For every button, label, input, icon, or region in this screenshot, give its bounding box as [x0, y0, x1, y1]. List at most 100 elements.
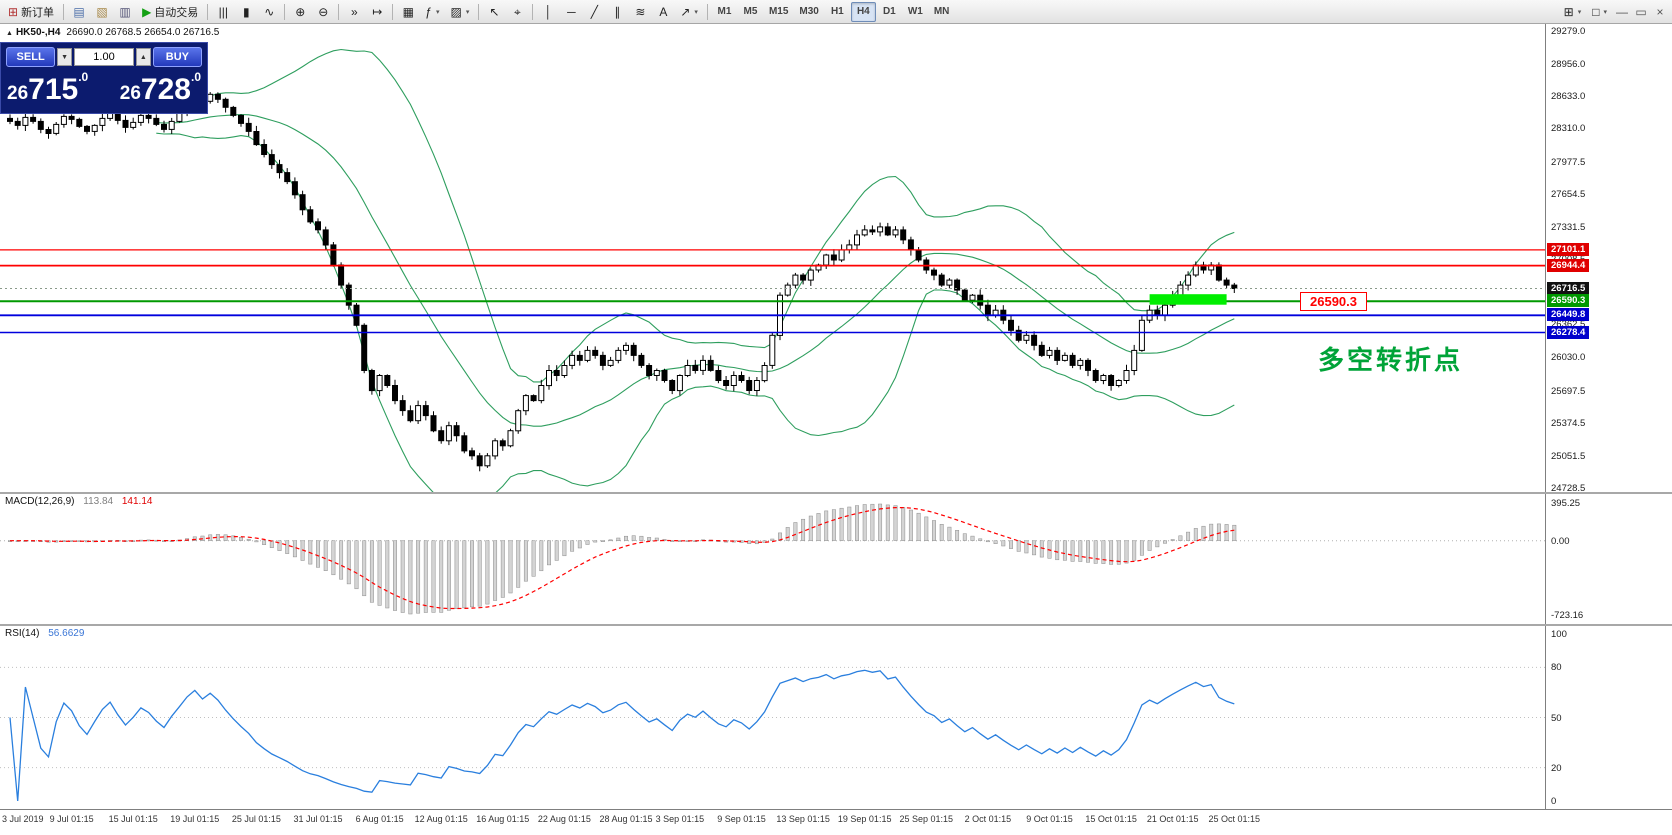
rsi-axis-tick: 100 [1551, 629, 1567, 640]
macd-price-axis[interactable]: 395.25 0.00 -723.16 [1545, 494, 1672, 624]
one-click-trading-panel: SELL ▼ ▲ BUY 26715.0 26728.0 [0, 42, 208, 114]
price-level-box: 26716.5 [1547, 281, 1590, 295]
timeframe-mn-button[interactable]: MN [929, 2, 955, 22]
time-axis-label: 21 Oct 01:15 [1146, 814, 1199, 824]
time-axis-label: 19 Jul 01:15 [170, 814, 220, 824]
tile-windows-button[interactable]: ▦ [397, 2, 419, 22]
time-axis-label: 2 Oct 01:15 [964, 814, 1012, 824]
chart-shift-icon: ↦ [372, 4, 383, 19]
templates-button[interactable]: ▨ ▾ [446, 2, 475, 22]
macd-axis-min: -723.16 [1551, 610, 1584, 621]
trendline-icon: ╱ [590, 4, 598, 19]
vertical-line-button[interactable]: │ [537, 2, 559, 22]
time-axis-label: 19 Sep 01:15 [837, 814, 892, 824]
macd-canvas[interactable] [0, 494, 1545, 624]
rsi-axis-tick: 80 [1551, 662, 1562, 674]
price-tick: 25374.5 [1551, 418, 1586, 430]
buy-button[interactable]: BUY [152, 47, 202, 67]
zoom-out-button[interactable]: ⊖ [312, 2, 334, 22]
terminal-icon: ▥ [119, 4, 131, 19]
ohlc-values: 26690.0 26768.5 26654.0 26716.5 [66, 27, 220, 38]
turning-point-note[interactable]: 多空转折点 [1318, 345, 1464, 376]
timeframe-m1-button[interactable]: M1 [712, 2, 737, 22]
time-axis-label: 3 Sep 01:15 [655, 814, 705, 824]
market-watch-button[interactable]: ▤ [68, 2, 90, 22]
indicators-icon: ƒ [425, 4, 432, 19]
bar-chart-button[interactable]: ||| [212, 2, 234, 22]
trendline-button[interactable]: ╱ [583, 2, 605, 22]
toolbar-separator [706, 3, 708, 20]
window-restore-button[interactable]: ▭ [1632, 2, 1650, 22]
timeframe-h1-button[interactable]: H1 [825, 2, 850, 22]
macd-signal-value: 141.14 [121, 496, 153, 507]
price-tick: 25051.5 [1551, 450, 1586, 462]
vertical-line-icon: │ [544, 4, 553, 19]
toolbar: ⊞ 新订单 ▤ ▧ ▥ ▶ 自动交易 ||| ▮ ∿ ⊕ ⊖» ↦ ▦ ƒ ▾ ▨ ▾ ↖ ⌖ │ ─ ╱ ∥ ≋ A ↗ ▾ M1 M5… [0, 0, 1672, 24]
toolbar-button-label: 新订单 [21, 6, 55, 19]
panel-splitter-rsi[interactable] [0, 624, 1672, 626]
panel-splitter-macd[interactable] [0, 492, 1672, 494]
support-price-label[interactable]: 26590.3 [1300, 292, 1367, 312]
chart-list-button[interactable]: □ ▾ [1587, 2, 1612, 22]
window-minimize-button[interactable]: — [1613, 2, 1631, 22]
time-axis[interactable]: 3 Jul 2019 9 Jul 01:15 15 Jul 01:15 19 Jul … [0, 809, 1672, 835]
dropdown-caret-icon: ▾ [465, 8, 470, 16]
timeframe-m30-button[interactable]: M30 [794, 2, 823, 22]
bar-chart-icon: ||| [218, 4, 228, 19]
rsi-value: 56.6629 [48, 628, 85, 639]
time-axis-label: 25 Sep 01:15 [899, 814, 954, 824]
timeframe-w1-button[interactable]: W1 [903, 2, 928, 22]
chart-header: ▲ HK50-,H4 26690.0 26768.5 26654.0 26716.5 [6, 27, 219, 38]
window-close-button[interactable]: × [1651, 2, 1669, 22]
fibonacci-icon: ≋ [635, 4, 646, 19]
volume-input[interactable] [74, 48, 134, 66]
navigator-icon: ▧ [96, 4, 108, 19]
zoom-in-button[interactable]: ⊕ [289, 2, 311, 22]
auto-scroll-button[interactable]: » [343, 2, 365, 22]
terminal-button[interactable]: ▥ [114, 2, 136, 22]
cursor-button[interactable]: ↖ [483, 2, 505, 22]
timeframe-d1-button[interactable]: D1 [877, 2, 902, 22]
main-chart-canvas[interactable] [0, 24, 1545, 492]
rsi-price-axis[interactable]: 100 80 50 20 0 [1545, 626, 1672, 809]
line-chart-button[interactable]: ∿ [258, 2, 280, 22]
chart-shift-button[interactable]: ↦ [366, 2, 388, 22]
crosshair-icon: ⌖ [513, 4, 521, 19]
price-level-box: 27101.1 [1547, 242, 1590, 256]
fibonacci-button[interactable]: ≋ [629, 2, 651, 22]
indicators-button[interactable]: ƒ ▾ [420, 2, 444, 22]
timeframe-h4-button[interactable]: H4 [850, 1, 876, 22]
window-close-icon: × [1656, 4, 1664, 19]
arrow-objects-button[interactable]: ↗ ▾ [675, 2, 703, 22]
chart-workspace: ▲ HK50-,H4 26690.0 26768.5 26654.0 26716.5… [0, 24, 1672, 835]
text-icon: A [659, 4, 668, 19]
volume-decrease-button[interactable]: ▼ [57, 48, 72, 66]
macd-panel: MACD(12,26,9) 113.84 141.14 395.25 0.00 -7… [0, 494, 1672, 624]
auto-scroll-icon: » [350, 4, 358, 19]
price-level-box: 26590.3 [1547, 294, 1590, 308]
navigator-button[interactable]: ▧ [91, 2, 113, 22]
price-level-box: 26449.8 [1547, 308, 1590, 322]
main-price-axis[interactable]: 29279.0 28956.0 28633.0 28310.0 27977.5 27654… [1545, 24, 1672, 492]
crosshair-button[interactable]: ⌖ [506, 2, 528, 22]
price-tick: 26362.5 [1551, 319, 1586, 330]
rsi-canvas[interactable] [0, 626, 1545, 809]
channel-button[interactable]: ∥ [606, 2, 628, 22]
time-axis-label: 13 Sep 01:15 [776, 814, 830, 824]
text-button[interactable]: A [652, 2, 674, 22]
dropdown-caret-icon: ▾ [435, 8, 440, 16]
timeframe-m15-button[interactable]: M15 [764, 2, 793, 22]
time-axis-label: 9 Jul 01:15 [49, 814, 94, 824]
rsi-axis-tick: 0 [1551, 796, 1557, 807]
timeframe-m5-button[interactable]: M5 [738, 2, 763, 22]
horizontal-line-button[interactable]: ─ [560, 2, 582, 22]
autotrading-button[interactable]: ▶ 自动交易 [137, 2, 203, 22]
time-axis-label: 6 Aug 01:15 [355, 814, 404, 824]
new-chart-button[interactable]: ⊞ ▾ [1559, 2, 1587, 22]
sell-button[interactable]: SELL [6, 47, 56, 67]
time-axis-label: 22 Aug 01:15 [537, 814, 591, 824]
volume-increase-button[interactable]: ▲ [136, 48, 151, 66]
time-axis-label: 16 Aug 01:15 [476, 814, 530, 824]
candlestick-chart-button[interactable]: ▮ [235, 2, 257, 22]
new-order-button[interactable]: ⊞ 新订单 [3, 2, 59, 22]
